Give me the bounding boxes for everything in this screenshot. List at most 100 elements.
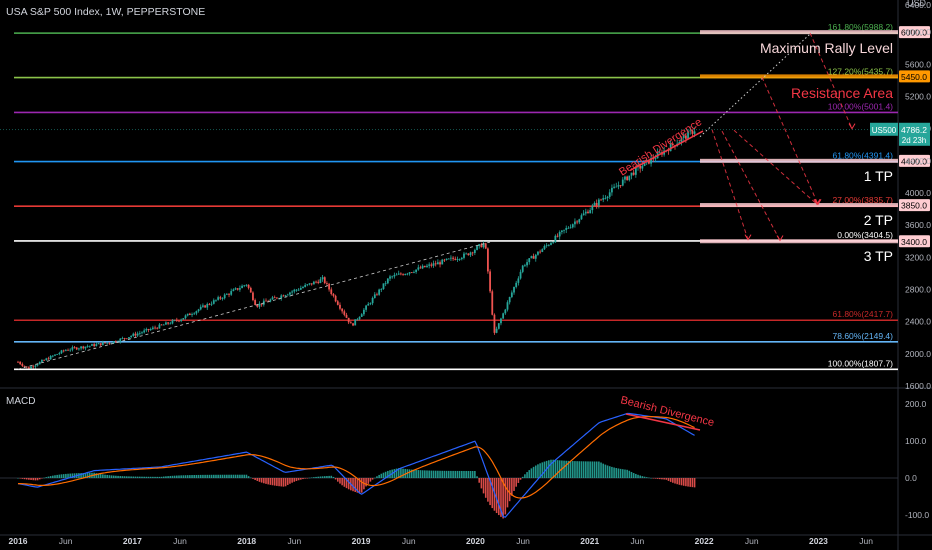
macd-histogram-bar (626, 469, 628, 478)
macd-histogram-bar (511, 478, 513, 496)
macd-histogram-bar (278, 478, 280, 487)
macd-histogram-bar (360, 478, 363, 493)
time-tick: Jun (402, 536, 416, 546)
macd-histogram-bar (393, 469, 396, 478)
candle-body (641, 165, 644, 169)
macd-histogram-bar (302, 478, 304, 480)
macd-histogram-bar (310, 477, 313, 478)
candle-body (312, 281, 315, 285)
candle-body (389, 276, 391, 279)
macd-histogram-bar (58, 474, 61, 478)
candle-body (186, 313, 189, 316)
candle-body (145, 328, 148, 331)
projection-dotted (699, 31, 813, 138)
macd-histogram-bar (628, 470, 631, 478)
macd-histogram-bar (295, 478, 298, 481)
macd-histogram-bar (323, 476, 326, 478)
macd-histogram-bar (537, 464, 539, 478)
candle-body (658, 152, 661, 153)
macd-histogram-bar (106, 474, 108, 478)
candle-body (493, 314, 496, 333)
macd-histogram-bar (617, 468, 620, 478)
macd-histogram-bar (489, 478, 491, 506)
candle-body (128, 337, 130, 339)
candle-body (473, 249, 476, 253)
candle-body (628, 175, 631, 181)
candle-body (41, 359, 43, 362)
macd-histogram-bar (147, 476, 150, 478)
candle-body (195, 311, 198, 314)
candle-body (306, 284, 309, 286)
macd-histogram-bar (491, 478, 494, 509)
macd-histogram-bar (197, 474, 200, 478)
candle-body (384, 283, 387, 285)
price-tick: 5200.0 (905, 92, 931, 102)
macd-histogram-bar (104, 474, 106, 478)
macd-label: MACD (6, 396, 36, 407)
candle-body (386, 278, 389, 284)
candle-body (600, 199, 602, 201)
candle-body (167, 322, 170, 324)
macd-histogram-bar (389, 470, 391, 478)
macd-histogram-bar (461, 470, 463, 478)
macd-histogram-bar (543, 461, 546, 478)
macd-histogram-bar (300, 478, 302, 480)
candle-body (634, 167, 637, 175)
candle-body (545, 245, 548, 247)
macd-histogram-bar (373, 477, 376, 479)
candle-body (532, 256, 535, 259)
resistance-area-label: Resistance Area (791, 85, 893, 101)
candle-body (582, 213, 585, 216)
macd-histogram-bar (249, 477, 252, 479)
candle-body (617, 185, 620, 187)
macd-histogram-bar (678, 478, 681, 485)
candle-body (534, 254, 537, 259)
candle-body (680, 137, 683, 142)
macd-histogram-bar (210, 474, 213, 478)
time-tick: 2021 (580, 536, 599, 546)
candle-body (258, 303, 261, 307)
macd-histogram-bar (693, 478, 696, 488)
candle-body (323, 277, 326, 284)
candle-body (526, 262, 528, 266)
candle-body (380, 289, 383, 290)
candle-body (434, 263, 437, 265)
candle-body (463, 253, 465, 258)
candle-body (23, 365, 26, 367)
symbol-tag-label: US500 (872, 126, 897, 135)
time-tick: 2016 (9, 536, 28, 546)
target-zone (700, 239, 898, 244)
candle-body (182, 318, 185, 320)
candle-body (621, 179, 624, 186)
macd-histogram-bar (234, 474, 237, 478)
macd-line (17, 412, 695, 518)
macd-histogram-bar (458, 470, 461, 478)
time-tick: Jun (59, 536, 73, 546)
macd-histogram-bar (495, 478, 498, 514)
candle-body (289, 292, 291, 295)
candle-body (626, 176, 629, 181)
candle-body (556, 235, 559, 237)
candle-body (487, 248, 489, 272)
candle-body (684, 135, 687, 139)
price-tick: 4000.0 (905, 188, 931, 198)
macd-histogram-bar (434, 470, 437, 478)
macd-histogram-bar (417, 470, 420, 478)
macd-histogram-bar (254, 478, 256, 480)
candle-body (421, 265, 424, 269)
candle-body (169, 323, 172, 325)
candle-body (602, 198, 605, 200)
candle-body (230, 291, 233, 295)
candle-body (569, 227, 572, 229)
macd-histogram-bar (365, 478, 367, 487)
candle-body (465, 253, 468, 255)
macd-histogram-bar (471, 470, 474, 478)
macd-tick: 0.0 (905, 473, 917, 483)
macd-histogram-bar (502, 478, 504, 519)
candle-body (480, 244, 483, 248)
macd-histogram-bar (321, 476, 324, 478)
macd-histogram-bar (548, 460, 550, 478)
candle-body (112, 341, 115, 344)
candle-body (460, 257, 463, 260)
candle-body (245, 284, 248, 286)
